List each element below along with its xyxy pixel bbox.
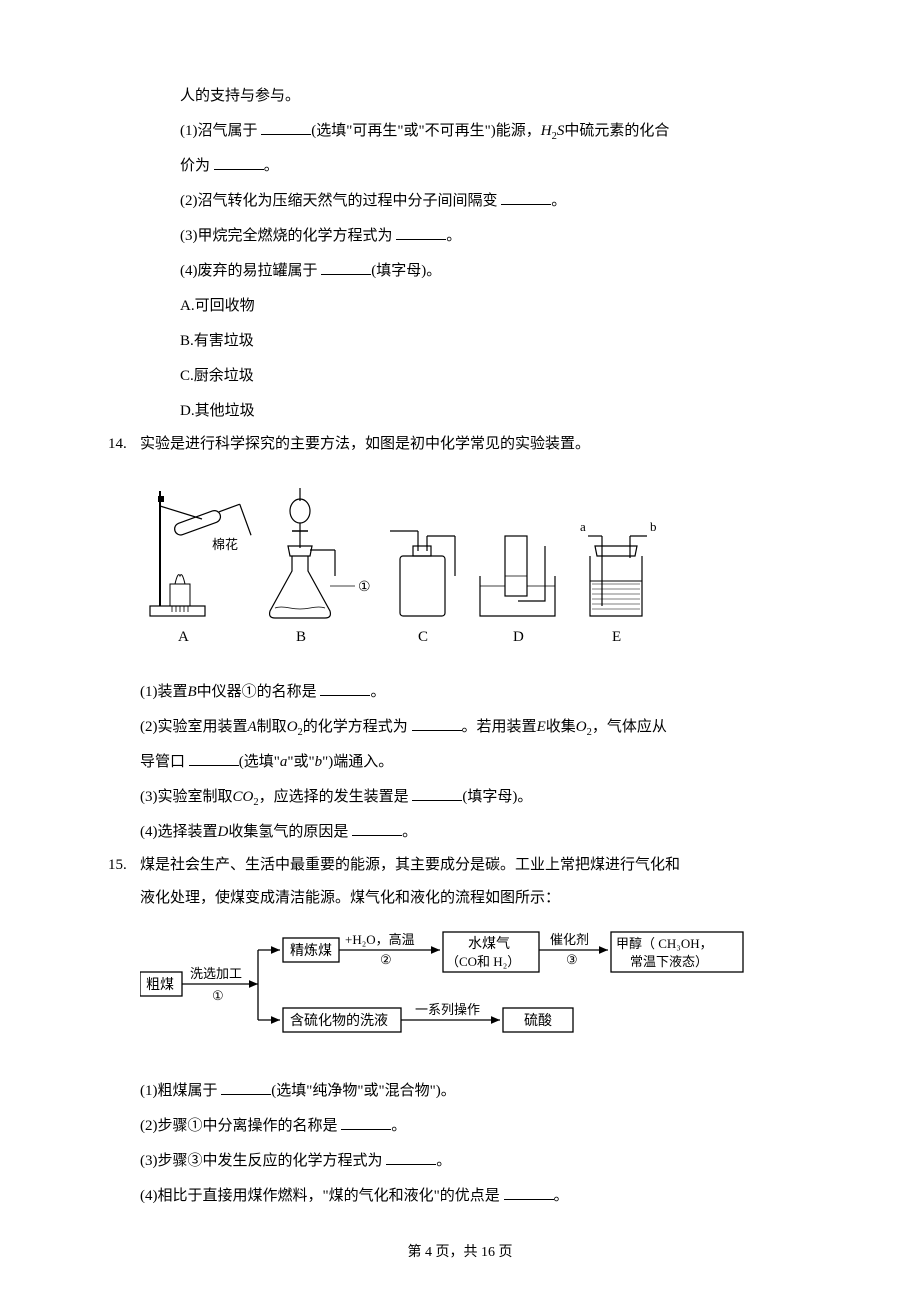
- svg-text:常温下液态）: 常温下液态）: [630, 954, 708, 969]
- svg-text:B: B: [296, 629, 306, 645]
- q13-sub4: (4)废弃的易拉罐属于 (填字母)。: [180, 255, 820, 288]
- blank: [412, 713, 462, 731]
- q13-sub1: (1)沼气属于 (选填"可再生"或"不可再生")能源，H2S中硫元素的化合: [180, 115, 820, 148]
- svg-text:②: ②: [380, 952, 392, 967]
- option-a: A.可回收物: [180, 290, 820, 323]
- q15-number: 15.: [100, 849, 140, 882]
- apparatus-d: [480, 536, 555, 616]
- q13-sub2: (2)沼气转化为压缩天然气的过程中分子间间隔变 。: [180, 185, 820, 218]
- q15: 15. 煤是社会生产、生活中最重要的能源，其主要成分是碳。工业上常把煤进行气化和…: [100, 849, 820, 1213]
- q15-intro-line1: 煤是社会生产、生活中最重要的能源，其主要成分是碳。工业上常把煤进行气化和: [140, 849, 820, 882]
- continuation-text: 人的支持与参与。: [180, 80, 820, 113]
- q14-number: 14.: [100, 428, 140, 461]
- q14-sub4: (4)选择装置D收集氢气的原因是 。: [140, 816, 820, 849]
- blank: [214, 152, 264, 170]
- q14-intro: 实验是进行科学探究的主要方法，如图是初中化学常见的实验装置。: [140, 428, 820, 461]
- q14-body: 实验是进行科学探究的主要方法，如图是初中化学常见的实验装置。 棉花: [140, 428, 820, 849]
- svg-text:粗煤: 粗煤: [146, 977, 174, 993]
- svg-text:+H₂O，高温: +H₂O，高温: [345, 932, 415, 947]
- q14-sub2-line2: 导管口 (选填"a"或"b")端通入。: [140, 746, 820, 779]
- q15-sub3: (3)步骤③中发生反应的化学方程式为 。: [140, 1145, 820, 1178]
- svg-text:甲醇（ CH₃OH，: 甲醇（ CH₃OH，: [616, 936, 713, 951]
- q14-sub1: (1)装置B中仪器①的名称是 。: [140, 676, 820, 709]
- q15-sub2: (2)步骤①中分离操作的名称是 。: [140, 1110, 820, 1143]
- svg-text:硫酸: 硫酸: [524, 1013, 552, 1029]
- svg-text:含硫化物的洗液: 含硫化物的洗液: [290, 1013, 388, 1029]
- apparatus-svg: 棉花 A: [140, 476, 660, 661]
- option-c: C.厨余垃圾: [180, 360, 820, 393]
- option-b: B.有害垃圾: [180, 325, 820, 358]
- flowchart-diagram: 粗煤 洗选加工 ① 精炼煤 含硫化物的洗液 +H₂O，高温 ②: [140, 930, 820, 1050]
- svg-text:棉花: 棉花: [212, 537, 238, 552]
- blank: [321, 257, 371, 275]
- q13-sub3: (3)甲烷完全燃烧的化学方程式为 。: [180, 220, 820, 253]
- svg-text:b: b: [650, 519, 657, 534]
- apparatus-diagram: 棉花 A: [140, 476, 820, 661]
- svg-text:D: D: [513, 629, 524, 645]
- svg-text:催化剂: 催化剂: [550, 932, 589, 947]
- q13-continuation: 人的支持与参与。 (1)沼气属于 (选填"可再生"或"不可再生")能源，H2S中…: [180, 80, 820, 428]
- q15-intro-line2: 液化处理，使煤变成清洁能源。煤气化和液化的流程如图所示：: [140, 882, 820, 915]
- page-footer: 第 4 页，共 16 页: [100, 1238, 820, 1269]
- blank: [412, 783, 462, 801]
- svg-text:（CO和 H₂）: （CO和 H₂）: [446, 954, 520, 969]
- svg-text:洗选加工: 洗选加工: [190, 966, 242, 981]
- q14: 14. 实验是进行科学探究的主要方法，如图是初中化学常见的实验装置。 棉: [100, 428, 820, 849]
- blank: [386, 1147, 436, 1165]
- apparatus-e: a b: [580, 519, 657, 616]
- svg-text:③: ③: [566, 952, 578, 967]
- q14-sub2: (2)实验室用装置A制取O2的化学方程式为 。若用装置E收集O2，气体应从: [140, 711, 820, 744]
- svg-text:a: a: [580, 519, 586, 534]
- apparatus-c: [390, 531, 455, 616]
- apparatus-b: ①: [270, 488, 371, 618]
- q15-sub4: (4)相比于直接用煤作燃料，"煤的气化和液化"的优点是 。: [140, 1180, 820, 1213]
- svg-text:C: C: [418, 629, 428, 645]
- q14-sub3: (3)实验室制取CO2，应选择的发生装置是 (填字母)。: [140, 781, 820, 814]
- blank: [320, 678, 370, 696]
- blank: [189, 748, 239, 766]
- svg-text:A: A: [178, 629, 189, 645]
- svg-text:E: E: [612, 629, 621, 645]
- q15-sub1: (1)粗煤属于 (选填"纯净物"或"混合物")。: [140, 1075, 820, 1108]
- svg-text:①: ①: [358, 580, 371, 595]
- apparatus-a: 棉花: [150, 491, 251, 616]
- option-d: D.其他垃圾: [180, 395, 820, 428]
- blank: [261, 117, 311, 135]
- blank: [504, 1182, 554, 1200]
- blank: [396, 222, 446, 240]
- blank: [341, 1112, 391, 1130]
- svg-text:精炼煤: 精炼煤: [290, 943, 332, 959]
- q15-body: 煤是社会生产、生活中最重要的能源，其主要成分是碳。工业上常把煤进行气化和 液化处…: [140, 849, 820, 1213]
- flowchart-svg: 粗煤 洗选加工 ① 精炼煤 含硫化物的洗液 +H₂O，高温 ②: [140, 930, 760, 1050]
- blank: [352, 818, 402, 836]
- blank: [501, 187, 551, 205]
- svg-text:①: ①: [212, 988, 224, 1003]
- svg-text:水煤气: 水煤气: [468, 936, 510, 952]
- blank: [221, 1077, 271, 1095]
- q13-sub1-line2: 价为 。: [180, 150, 820, 183]
- svg-text:一系列操作: 一系列操作: [415, 1002, 480, 1017]
